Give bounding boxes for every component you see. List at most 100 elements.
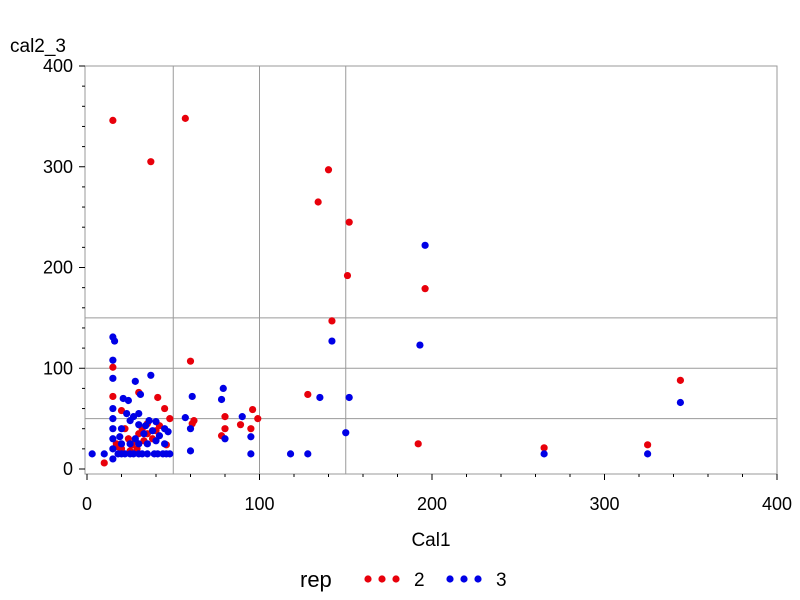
data-point xyxy=(109,404,117,413)
data-point xyxy=(247,450,255,458)
data-point xyxy=(126,440,134,448)
data-point xyxy=(345,218,353,226)
data-point xyxy=(247,425,255,433)
legend-item-3: 3 xyxy=(446,570,507,591)
series-3 xyxy=(88,241,685,463)
y-axis-title: cal2_3 xyxy=(10,36,66,57)
data-point xyxy=(155,432,164,440)
data-point xyxy=(247,433,255,441)
data-point xyxy=(221,413,229,421)
legend-item-2: 2 xyxy=(364,570,425,591)
data-point xyxy=(342,429,350,437)
legend-swatch-dot xyxy=(474,575,482,583)
data-point xyxy=(143,450,151,458)
data-point xyxy=(131,377,139,385)
data-point xyxy=(254,415,262,423)
data-point xyxy=(188,392,196,401)
data-point xyxy=(135,421,143,429)
y-axis: 0 100 200 300 400 xyxy=(43,56,85,479)
data-point xyxy=(304,450,312,458)
x-axis: 0 100 200 300 400 xyxy=(82,474,792,514)
data-point xyxy=(109,356,117,364)
data-point xyxy=(644,441,652,449)
y-tick-label: 300 xyxy=(43,157,73,177)
data-point xyxy=(140,430,148,438)
data-point xyxy=(181,114,189,122)
data-point xyxy=(186,447,195,455)
data-point xyxy=(138,450,146,458)
data-point xyxy=(421,285,429,293)
data-point xyxy=(109,392,117,401)
series-2 xyxy=(100,114,685,467)
data-point xyxy=(109,455,117,463)
data-point xyxy=(135,409,143,418)
data-point xyxy=(117,445,126,453)
data-point xyxy=(88,450,96,458)
data-point xyxy=(131,435,139,443)
data-point xyxy=(236,421,245,429)
data-point xyxy=(164,428,172,436)
data-point xyxy=(161,404,169,413)
legend-title: rep xyxy=(300,567,332,592)
data-point xyxy=(161,440,169,448)
data-point xyxy=(109,363,117,371)
data-point xyxy=(109,415,117,423)
data-point xyxy=(117,425,126,433)
x-tick-label: 300 xyxy=(589,494,619,514)
data-point xyxy=(136,390,145,399)
legend-swatch-dot xyxy=(364,575,372,583)
data-point xyxy=(100,450,108,458)
legend-label: 2 xyxy=(414,570,425,591)
data-point xyxy=(123,409,131,418)
data-point xyxy=(109,425,117,433)
data-point xyxy=(147,158,155,166)
data-points xyxy=(88,114,685,467)
data-point xyxy=(676,398,685,407)
data-point xyxy=(166,450,174,458)
data-point xyxy=(324,166,333,174)
data-point xyxy=(142,422,150,430)
legend-swatch-dot xyxy=(378,575,386,583)
data-point xyxy=(238,413,246,421)
data-point xyxy=(316,393,324,402)
data-point xyxy=(328,337,336,345)
data-point xyxy=(109,116,117,125)
data-point xyxy=(152,418,160,426)
data-point xyxy=(186,425,195,433)
data-point xyxy=(100,459,108,467)
data-point xyxy=(109,445,117,453)
plot-frame xyxy=(84,65,778,475)
legend-swatch-dot xyxy=(460,575,468,583)
x-tick-label: 400 xyxy=(762,494,792,514)
data-point xyxy=(221,425,229,433)
data-point xyxy=(314,198,322,206)
data-point xyxy=(154,450,162,458)
x-tick-label: 100 xyxy=(244,494,274,514)
data-point xyxy=(124,396,132,405)
data-point xyxy=(540,450,548,458)
data-point xyxy=(111,337,119,345)
y-tick-label: 400 xyxy=(43,56,73,76)
data-point xyxy=(676,376,685,384)
y-tick-label: 100 xyxy=(43,358,73,378)
data-point xyxy=(416,341,424,349)
data-point xyxy=(109,374,117,382)
data-point xyxy=(421,241,429,249)
data-point xyxy=(304,390,312,399)
x-tick-label: 0 xyxy=(82,494,92,514)
data-point xyxy=(414,440,422,448)
data-point xyxy=(219,384,227,392)
data-point xyxy=(221,435,229,443)
data-point xyxy=(186,357,195,365)
legend-swatch-dot xyxy=(446,575,454,583)
data-point xyxy=(644,450,652,458)
data-point xyxy=(147,371,155,379)
data-point xyxy=(109,435,117,443)
data-point xyxy=(116,433,124,441)
data-point xyxy=(217,395,226,404)
data-point xyxy=(121,450,129,458)
data-point xyxy=(345,393,353,402)
